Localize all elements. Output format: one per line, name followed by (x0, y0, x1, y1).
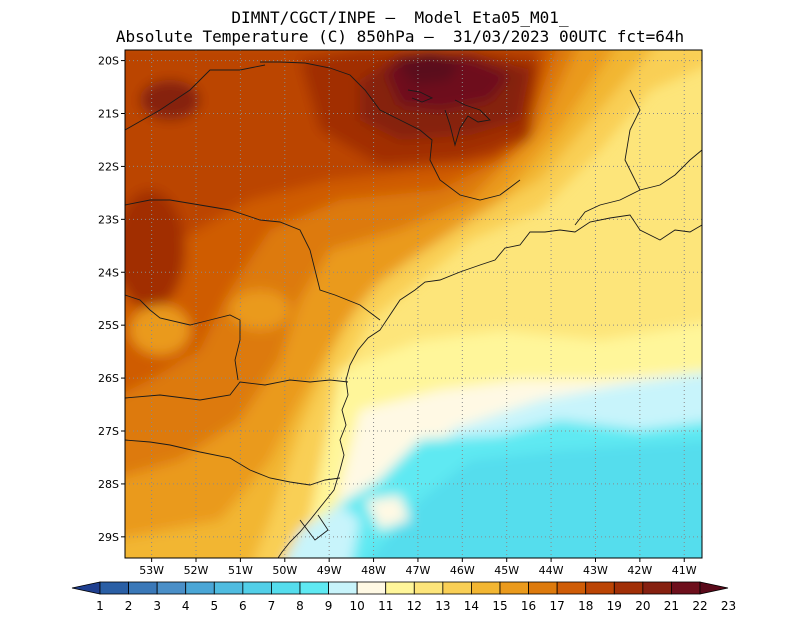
colorbar-label: 18 (578, 599, 593, 613)
colorbar-box (356, 581, 387, 595)
colorbar-box (585, 581, 615, 595)
colorbar-label: 20 (635, 599, 650, 613)
colorbar-label: 9 (325, 599, 333, 613)
longitude-label: 46W (450, 564, 475, 577)
colorbar-label: 2 (125, 599, 133, 613)
coastline-and-borders (125, 61, 702, 558)
longitude-label: 52W (184, 564, 209, 577)
colorbar-box (271, 581, 301, 595)
latitude-label: 24S (98, 266, 119, 279)
colorbar: 1 2 3 4 5 6 7 8 9 10 11 12 13 14 15 16 17 18 19 20 21 22 23 (71, 581, 736, 613)
colorbar-label: 4 (182, 599, 190, 613)
colorbar-box (413, 581, 444, 595)
longitude-label: 43W (583, 564, 608, 577)
latitude-label: 26S (98, 372, 119, 385)
mg-es-border (624, 89, 641, 191)
latitude-labels: 20S 21S 22S 23S 24S 25S 26S 27S 28S 29S (98, 55, 125, 544)
colorbar-label: 6 (239, 599, 247, 613)
latitude-label: 27S (98, 425, 119, 438)
colorbar-box (242, 581, 272, 595)
longitude-labels: 53W 52W 51W 50W 49W 48W 47W 46W 45W 44W 43W 42W 41W (139, 558, 697, 577)
mg-sp-border (260, 61, 521, 201)
latitude-label: 25S (98, 319, 119, 332)
colorbar-box (528, 581, 558, 595)
reservoir-1 (444, 99, 491, 147)
colorbar-label: 5 (210, 599, 218, 613)
longitude-label: 49W (317, 564, 342, 577)
colorbar-box (156, 581, 187, 595)
colorbar-box (556, 581, 587, 595)
colorbar-label: 14 (464, 599, 479, 613)
colorbar-arrow-low (71, 581, 101, 595)
colorbar-label: 3 (153, 599, 161, 613)
colorbar-box (613, 581, 644, 595)
colorbar-label: 12 (407, 599, 422, 613)
latitude-label: 22S (98, 160, 119, 173)
colorbar-label: 15 (492, 599, 507, 613)
longitude-label: 48W (361, 564, 386, 577)
plot-frame (124, 49, 703, 559)
coastline (277, 214, 702, 558)
colorbar-label: 22 (692, 599, 707, 613)
colorbar-box (185, 581, 215, 595)
longitude-label: 41W (672, 564, 697, 577)
colorbar-box (328, 581, 358, 595)
sp-pr-border (125, 199, 381, 321)
colorbar-label: 1 (96, 599, 104, 613)
latitude-label: 28S (98, 478, 119, 491)
latitude-label: 20S (98, 55, 119, 68)
longitude-label: 50W (272, 564, 297, 577)
colorbar-box (442, 581, 472, 595)
longitude-label: 51W (228, 564, 253, 577)
pr-sc-border (125, 379, 349, 401)
colorbar-label: 21 (664, 599, 679, 613)
colorbar-label: 11 (378, 599, 393, 613)
colorbar-label: 17 (550, 599, 565, 613)
map-title-line-2: Absolute Temperature (C) 850hPa – 31/03/… (115, 27, 685, 46)
colorbar-label: 13 (435, 599, 450, 613)
temperature-field (125, 50, 702, 558)
colorbar-box (385, 581, 415, 595)
colorbar-box (128, 581, 158, 595)
colorbar-box (213, 581, 244, 595)
longitude-label: 47W (406, 564, 431, 577)
longitude-label: 44W (539, 564, 564, 577)
latitude-label: 23S (98, 213, 119, 226)
ms-border (125, 64, 266, 131)
argentina-border (125, 294, 241, 381)
lagoon (299, 514, 329, 541)
colorbar-box (99, 581, 129, 595)
longitude-label: 42W (627, 564, 652, 577)
latitude-label: 29S (98, 531, 119, 544)
colorbar-label: 16 (521, 599, 536, 613)
grid-lines (125, 50, 702, 558)
reservoir-2 (407, 89, 434, 103)
colorbar-label: 19 (607, 599, 622, 613)
colorbar-label: 23 (721, 599, 736, 613)
map-title-line-1: DIMNT/CGCT/INPE – Model Eta05_M01_ (231, 8, 569, 27)
sc-rs-border (125, 439, 341, 486)
colorbar-box (642, 581, 672, 595)
latitude-label: 21S (98, 108, 119, 121)
colorbar-label: 7 (268, 599, 276, 613)
colorbar-label: 10 (350, 599, 365, 613)
colorbar-box (471, 581, 501, 595)
colorbar-box (671, 581, 701, 595)
colorbar-arrow-high (699, 581, 729, 595)
longitude-label: 45W (494, 564, 519, 577)
longitude-label: 53W (139, 564, 164, 577)
colorbar-label: 8 (296, 599, 304, 613)
colorbar-box (299, 581, 329, 595)
colorbar-box (499, 581, 529, 595)
